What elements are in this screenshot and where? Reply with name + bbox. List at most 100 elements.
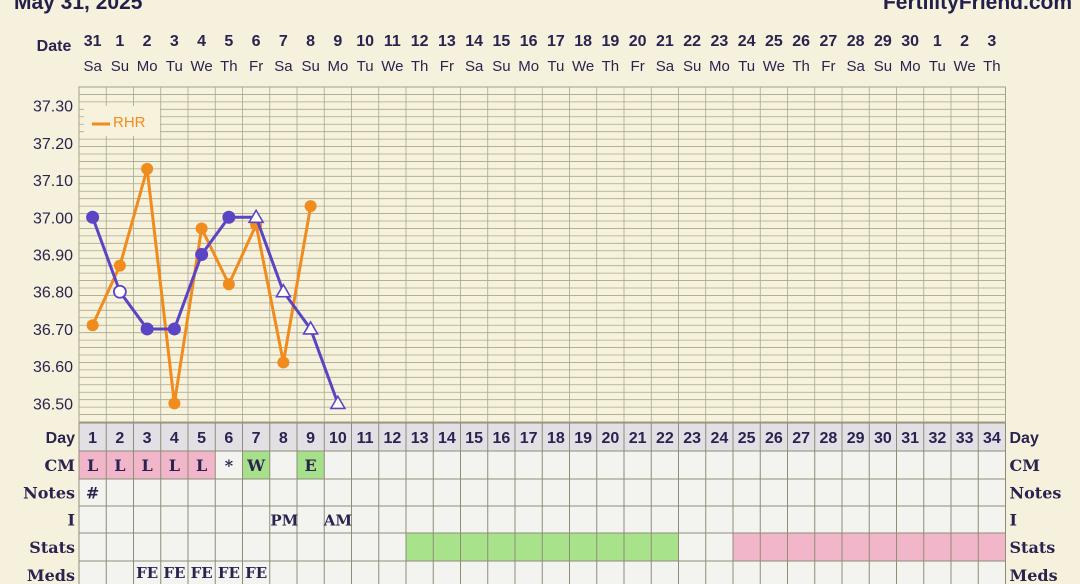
weekday-tick-label: Tu (166, 58, 183, 75)
rhr-point (195, 222, 208, 235)
day-number: 15 (465, 430, 483, 447)
date-tick-label: 25 (765, 33, 783, 50)
cm-cell-color (188, 451, 216, 479)
y-tick-label: 36.80 (33, 285, 73, 302)
cm-row-label-right: CM (1010, 456, 1040, 475)
date-tick-label: 5 (224, 33, 233, 50)
rhr-point (304, 200, 317, 213)
y-tick-label: 37.30 (33, 99, 73, 116)
temp-point (86, 210, 100, 224)
day-number: 34 (983, 430, 1001, 447)
cm-code: L (196, 456, 207, 475)
cm-cell-color (106, 451, 134, 479)
stats-row-label: Stats (29, 538, 75, 557)
rhr-point (113, 259, 126, 272)
legend (84, 106, 160, 136)
cm-cell-color (242, 451, 270, 479)
weekday-tick-label: Su (111, 58, 129, 75)
cm-code: W (246, 456, 266, 475)
temp-point (222, 210, 236, 224)
day-number: 27 (792, 430, 810, 447)
rhr-point (277, 356, 290, 369)
cm-code: L (169, 456, 180, 475)
med-code: FE (136, 564, 158, 582)
temp-point-triangle (247, 208, 265, 224)
weekday-tick-label: Th (602, 58, 620, 75)
weekday-tick-label: We (763, 58, 785, 75)
day-number: 3 (143, 430, 152, 447)
cm-cell-color (133, 451, 161, 479)
meds-row-label-right: Meds (1010, 566, 1058, 584)
weekday-tick-label: We (954, 58, 976, 75)
weekday-tick-label: Sa (465, 58, 484, 75)
y-tick-label: 36.70 (33, 322, 73, 339)
day-number: 31 (901, 430, 919, 447)
date-tick-label: 19 (601, 33, 619, 50)
date-tick-label: 8 (306, 33, 315, 50)
weekday-tick-label: Tu (929, 58, 946, 75)
y-tick-label: 36.50 (33, 396, 73, 413)
date-tick-label: 26 (792, 33, 810, 50)
day-number: 4 (170, 430, 179, 447)
day-number: 8 (279, 430, 288, 447)
day-number: 12 (383, 430, 401, 447)
med-code: FE (163, 564, 185, 582)
day-number: 11 (357, 430, 374, 447)
day-number: 23 (683, 430, 701, 447)
temp-point (195, 248, 209, 261)
weekday-tick-label: Th (411, 58, 429, 75)
day-number: 9 (306, 430, 315, 447)
y-tick-label: 37.20 (33, 136, 73, 153)
rhr-point (141, 162, 154, 175)
weekday-tick-label: Mo (137, 58, 158, 75)
weekday-tick-label: Th (792, 58, 810, 75)
date-tick-label: 23 (710, 33, 728, 50)
day-number: 33 (956, 430, 974, 447)
legend-box (84, 106, 160, 136)
day-number: 14 (438, 430, 456, 447)
cm-code: L (87, 456, 98, 475)
temp-point (140, 322, 154, 336)
day-number: 25 (738, 430, 756, 447)
day-number: 17 (520, 430, 538, 447)
temp-series-line (91, 215, 340, 404)
date-tick-label: 2 (143, 33, 152, 50)
weekday-tick-label: Mo (709, 58, 730, 75)
weekday-tick-label: Tu (357, 58, 374, 75)
med-code: FE (245, 564, 267, 582)
day-number: 2 (115, 430, 124, 447)
date-tick-label: 1 (115, 33, 124, 50)
chart-date-title: May 31, 2025 (14, 0, 143, 14)
date-row-label: Date (37, 38, 72, 55)
temp-point-triangle (302, 320, 320, 335)
weekday-tick-label: Fr (821, 58, 835, 75)
weekday-tick-label: Fr (631, 58, 645, 75)
temp-point (167, 322, 181, 336)
intercourse-row-label: I (68, 511, 75, 530)
date-tick-label: 10 (356, 33, 374, 50)
site-name: FertilityFriend.com (882, 0, 1072, 14)
weekday-tick-label: Mo (327, 58, 348, 75)
date-tick-label: 14 (465, 33, 483, 50)
date-tick-label: 16 (520, 33, 538, 50)
date-tick-label: 4 (197, 33, 206, 50)
day-number: 16 (492, 430, 510, 447)
date-tick-label: 22 (683, 33, 701, 50)
day-number: 24 (710, 430, 728, 447)
weekday-tick-label: Sa (83, 58, 102, 75)
cm-code: * (225, 456, 234, 475)
rhr-point (86, 319, 99, 332)
day-row-label-right: Day (1010, 430, 1039, 447)
weekday-tick-label: Su (683, 58, 701, 75)
date-tick-label: 28 (847, 33, 865, 50)
weekday-tick-label: Su (492, 58, 510, 75)
date-tick-label: 24 (738, 33, 756, 50)
date-tick-label: 17 (547, 33, 565, 50)
date-tick-label: 13 (438, 33, 456, 50)
day-number: 1 (88, 430, 97, 447)
cm-cell-color (160, 451, 188, 479)
med-code: FE (191, 564, 213, 582)
intercourse-mark: AM (323, 512, 352, 530)
day-number: 21 (629, 430, 647, 447)
